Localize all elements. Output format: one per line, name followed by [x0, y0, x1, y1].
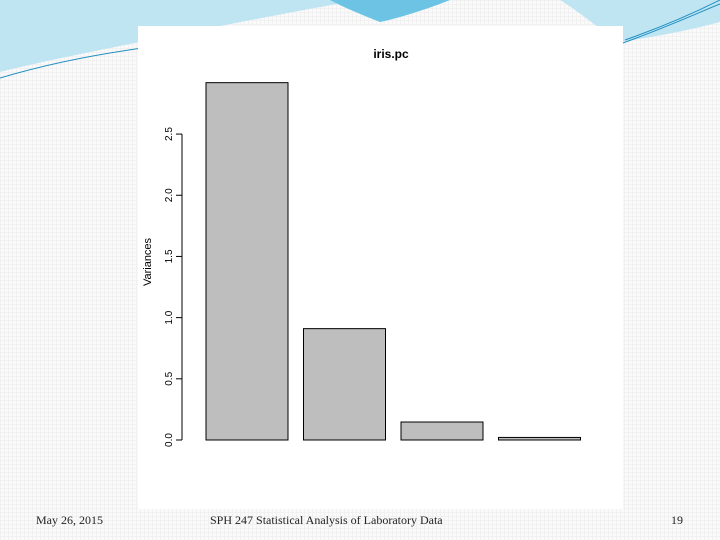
footer-date: May 26, 2015 [36, 513, 103, 527]
bar-1 [205, 82, 289, 441]
bar-4 [498, 436, 581, 441]
page-number: 19 [671, 513, 683, 527]
y-tick-label: 0.5 [164, 371, 175, 385]
y-axis-label: Variances [142, 237, 154, 286]
y-axis: 0.0 0.5 1.0 1.5 2.0 2.5 [164, 127, 183, 447]
footer-title: SPH 247 Statistical Analysis of Laborato… [210, 513, 443, 527]
chart-title: iris.pc [373, 47, 409, 61]
y-tick-label: 1.5 [164, 249, 175, 263]
y-tick-label: 0.0 [164, 433, 175, 447]
header-swoosh-decoration [0, 0, 720, 79]
y-tick-label: 2.5 [164, 127, 175, 141]
chart-panel: iris.pc Variances 0.0 0.5 1.0 1.5 2.0 2.5 [138, 26, 623, 509]
y-tick-label: 2.0 [164, 188, 175, 202]
bar-2 [303, 328, 386, 441]
scree-plot-chart: iris.pc Variances 0.0 0.5 1.0 1.5 2.0 2.5 [142, 47, 581, 447]
y-tick-label: 1.0 [164, 310, 175, 324]
bar-series [205, 82, 581, 441]
bar-3 [400, 421, 484, 441]
